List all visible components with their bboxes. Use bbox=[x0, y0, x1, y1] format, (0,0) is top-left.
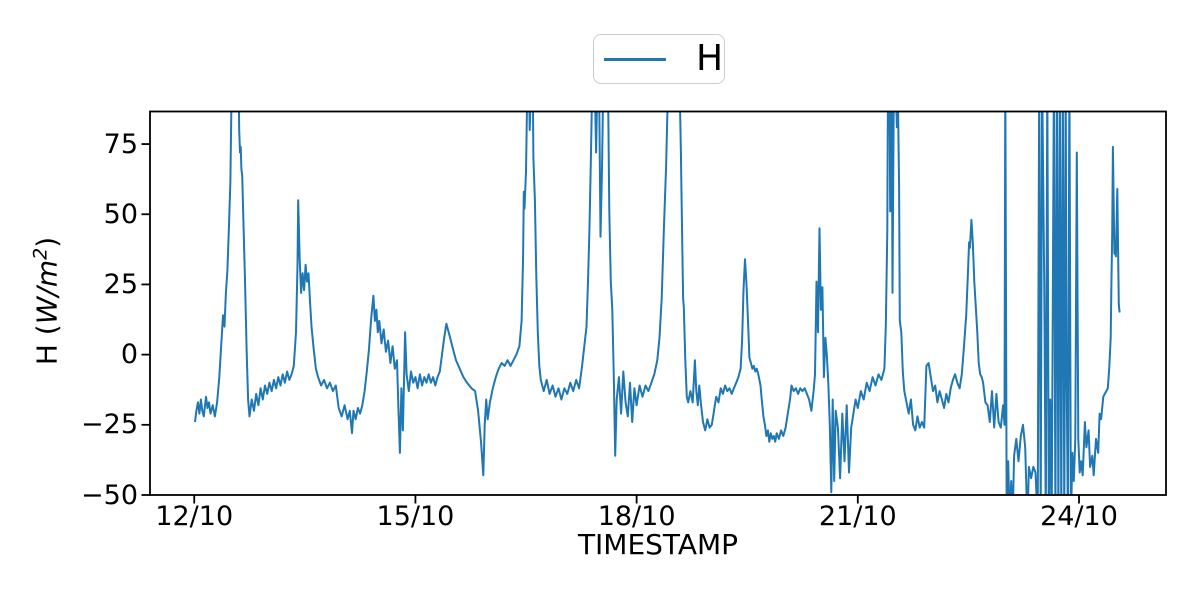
legend: H bbox=[593, 34, 725, 84]
y-tick-label: −25 bbox=[81, 409, 138, 441]
axis-tick-marks bbox=[141, 143, 1080, 504]
x-axis-label: TIMESTAMP bbox=[577, 528, 739, 561]
legend-line-sample bbox=[604, 57, 666, 61]
x-tick-label: 18/10 bbox=[597, 501, 676, 532]
y-tick-label: 25 bbox=[103, 268, 138, 300]
legend-label: H bbox=[696, 38, 724, 79]
y-tick-label: 75 bbox=[103, 128, 138, 160]
y-axis-label-suffix: ) bbox=[30, 236, 64, 248]
y-tick-label: 50 bbox=[103, 198, 138, 230]
y-axis-label-superscript: 2 bbox=[29, 247, 52, 260]
y-tick-label: 0 bbox=[120, 339, 138, 371]
h-series-line bbox=[194, 111, 1121, 495]
y-axis-label-prefix: H ( bbox=[30, 324, 64, 366]
x-tick-label: 24/10 bbox=[1040, 501, 1118, 532]
x-tick-label: 15/10 bbox=[376, 501, 455, 532]
y-axis-label: H (W/m2) bbox=[25, 236, 64, 366]
x-tick-label: 12/10 bbox=[155, 501, 234, 532]
x-tick-label: 21/10 bbox=[818, 501, 897, 532]
plot-border bbox=[149, 110, 1167, 496]
y-tick-label: −50 bbox=[81, 479, 138, 511]
y-axis-label-math: W/m bbox=[30, 259, 64, 325]
